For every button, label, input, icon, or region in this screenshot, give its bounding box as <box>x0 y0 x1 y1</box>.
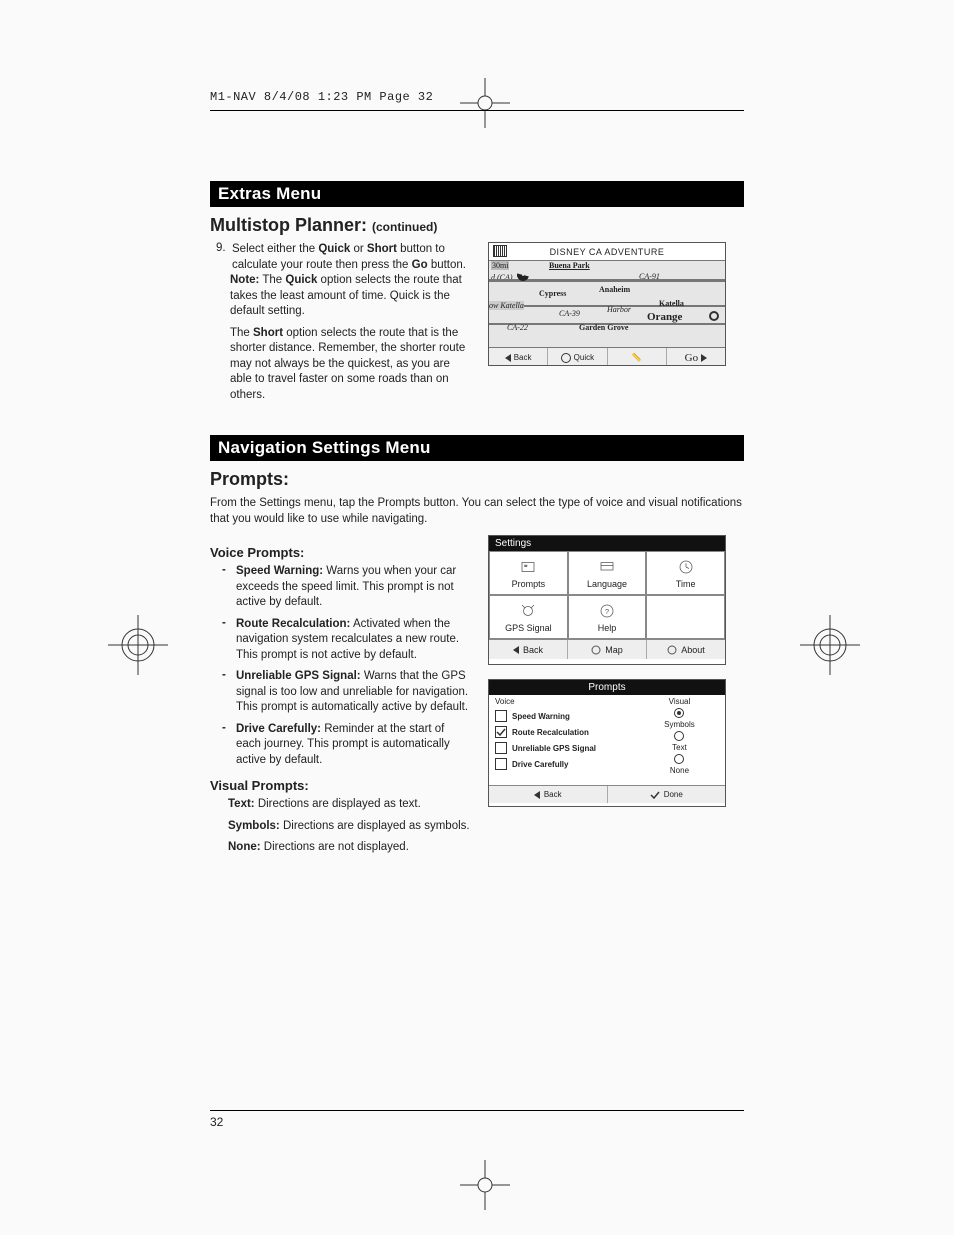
settings-map-button[interactable]: Map <box>568 640 647 659</box>
map-titlebar: DISNEY CA ADVENTURE <box>489 243 725 261</box>
radio-label-none: None <box>638 766 721 775</box>
settings-time-cell[interactable]: Time <box>646 551 725 595</box>
back-arrow-icon <box>534 791 540 799</box>
radio-symbols-selected[interactable] <box>674 708 684 718</box>
step-9: 9. Select either the Quick or Short butt… <box>216 242 470 273</box>
radio-none[interactable] <box>674 754 684 764</box>
settings-back-button[interactable]: Back <box>489 640 568 659</box>
top-rule <box>210 110 744 111</box>
language-icon <box>598 558 616 576</box>
checkbox-checked-icon <box>495 726 507 738</box>
settings-prompts-cell[interactable]: Prompts <box>489 551 568 595</box>
vis-symbols: Symbols: Directions are displayed as sym… <box>228 819 470 835</box>
back-arrow-icon <box>505 354 511 362</box>
map-label-ca39: CA-39 <box>559 309 580 318</box>
map-label-orange: Orange <box>647 311 682 323</box>
map-label-ca91: CA-91 <box>639 272 660 281</box>
prompts-icon <box>519 558 537 576</box>
settings-about-button[interactable]: About <box>647 640 725 659</box>
map-bottom-bar: Back Quick 📏 Go <box>489 347 725 366</box>
checkbox-icon <box>495 710 507 722</box>
vis-none: None: Directions are not displayed. <box>228 840 470 856</box>
vp-speed-warning: - Speed Warning: Warns you when your car… <box>222 564 470 611</box>
back-button[interactable]: Back <box>489 348 548 366</box>
vp-drive-carefully: - Drive Carefully: Reminder at the start… <box>222 722 470 769</box>
prompts-done-button[interactable]: Done <box>608 786 726 803</box>
clock-icon <box>677 558 695 576</box>
globe-icon <box>591 645 601 655</box>
map-area: 30mi d (CA) Buena Park CA-91 Cypress Ana… <box>489 261 725 347</box>
go-arrow-icon <box>701 354 707 362</box>
checkbox-icon <box>495 758 507 770</box>
map-screenshot: DISNEY CA ADVENTURE 30mi d (CA) Buena Pa… <box>488 242 726 366</box>
voice-col-label: Voice <box>495 697 628 706</box>
settings-help-cell[interactable]: ? Help <box>568 595 647 639</box>
prompts-ss-header: Prompts <box>489 680 725 695</box>
radio-label-symbols: Symbols <box>638 720 721 729</box>
settings-language-cell[interactable]: Language <box>568 551 647 595</box>
prompts-intro: From the Settings menu, tap the Prompts … <box>210 496 744 527</box>
map-label-garden: Garden Grove <box>579 323 628 332</box>
map-label-harbor: Harbor <box>607 305 631 314</box>
quick-button[interactable]: Quick <box>548 348 607 366</box>
heading-text: Multistop Planner: <box>210 215 367 235</box>
satellite-icon <box>519 602 537 620</box>
map-title: DISNEY CA ADVENTURE <box>550 247 665 257</box>
satellite-icon <box>493 245 507 257</box>
short-button[interactable]: 📏 <box>608 348 667 366</box>
extras-menu-bar: Extras Menu <box>210 181 744 207</box>
registration-left <box>108 615 168 675</box>
map-label-cypress: Cypress <box>539 289 566 298</box>
prompts-screenshot: Prompts Voice Speed Warning Route Recalc… <box>488 679 726 807</box>
svg-text:?: ? <box>605 607 609 616</box>
refresh-icon <box>561 353 571 363</box>
visual-prompts-header: Visual Prompts: <box>210 778 470 793</box>
vp-unreliable-gps: - Unreliable GPS Signal: Warns that the … <box>222 669 470 716</box>
chk-route-recalc[interactable]: Route Recalculation <box>495 726 628 738</box>
prompts-heading: Prompts: <box>210 469 744 490</box>
registration-right <box>800 615 860 675</box>
map-label-buena: Buena Park <box>549 261 590 270</box>
page-number: 32 <box>210 1110 744 1129</box>
note-paragraph: Note: The Quick option selects the route… <box>230 273 470 320</box>
info-icon <box>667 645 677 655</box>
chk-speed-warning[interactable]: Speed Warning <box>495 710 628 722</box>
settings-gps-cell[interactable]: GPS Signal <box>489 595 568 639</box>
map-label-anaheim: Anaheim <box>599 285 630 294</box>
radio-text[interactable] <box>674 731 684 741</box>
help-icon: ? <box>598 602 616 620</box>
crop-mark-bottom <box>460 1160 510 1210</box>
ruler-icon: 📏 <box>632 353 642 362</box>
chk-drive-carefully[interactable]: Drive Carefully <box>495 758 628 770</box>
destination-marker <box>709 311 719 321</box>
short-paragraph: The Short option selects the route that … <box>230 326 470 404</box>
visual-col-label: Visual <box>638 697 721 706</box>
multistop-heading: Multistop Planner: (continued) <box>210 215 744 236</box>
voice-prompts-header: Voice Prompts: <box>210 545 470 560</box>
nav-settings-bar: Navigation Settings Menu <box>210 435 744 461</box>
heading-continued: (continued) <box>372 220 437 234</box>
checkbox-icon <box>495 742 507 754</box>
settings-screenshot: Settings Prompts Language Time <box>488 535 726 665</box>
prompts-back-button[interactable]: Back <box>489 786 608 803</box>
distance-badge: 30mi <box>491 261 509 270</box>
print-slug: M1-NAV 8/4/08 1:23 PM Page 32 <box>210 90 744 104</box>
back-arrow-icon <box>513 646 519 654</box>
vp-route-recalc: - Route Recalculation: Activated when th… <box>222 617 470 664</box>
map-label-owkatella: ow Katella <box>489 301 524 310</box>
vis-text: Text: Directions are displayed as text. <box>228 797 470 813</box>
step-number: 9. <box>216 242 228 273</box>
step-text: Select either the Quick or Short button … <box>232 242 470 273</box>
map-label-katella2: Katella <box>659 299 684 308</box>
radio-label-text: Text <box>638 743 721 752</box>
go-button[interactable]: Go <box>667 348 725 366</box>
settings-empty-cell <box>646 595 725 639</box>
settings-header: Settings <box>489 536 725 551</box>
map-label-ca22: CA-22 <box>507 323 528 332</box>
chk-unreliable-gps[interactable]: Unreliable GPS Signal <box>495 742 628 754</box>
check-icon <box>650 790 660 800</box>
